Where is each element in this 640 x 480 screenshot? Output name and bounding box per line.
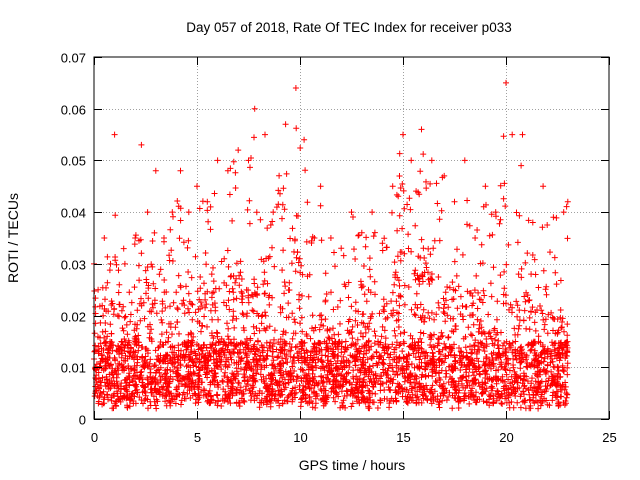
x-tick-label: 20 [499,430,513,445]
x-axis-label: GPS time / hours [299,457,406,473]
scatter-plus-markers [91,79,571,412]
x-tick-label: 5 [194,430,201,445]
axis-ticks: 0 0.01 0.02 0.03 0.04 0.05 0.06 0.07 0 5 10 15 20 25 [61,51,617,446]
gridlines [94,57,609,419]
x-tick-label: 15 [396,430,410,445]
data-points [91,79,571,412]
chart-title: Day 057 of 2018, Rate Of TEC Index for r… [186,20,511,35]
y-tick-label: 0.03 [61,258,86,273]
y-tick-label: 0.01 [61,361,86,376]
y-tick-label: 0 [79,413,86,428]
x-tick-label: 0 [91,430,98,445]
y-tick-label: 0.04 [61,206,86,221]
y-tick-label: 0.05 [61,154,86,169]
y-tick-label: 0.07 [61,51,86,66]
x-tick-label: 25 [602,430,616,445]
plot-frame [93,56,610,420]
y-axis-label: ROTI / TECUs [5,193,21,283]
x-tick-label: 10 [293,430,307,445]
y-tick-label: 0.06 [61,103,86,118]
y-tick-label: 0.02 [61,310,86,325]
